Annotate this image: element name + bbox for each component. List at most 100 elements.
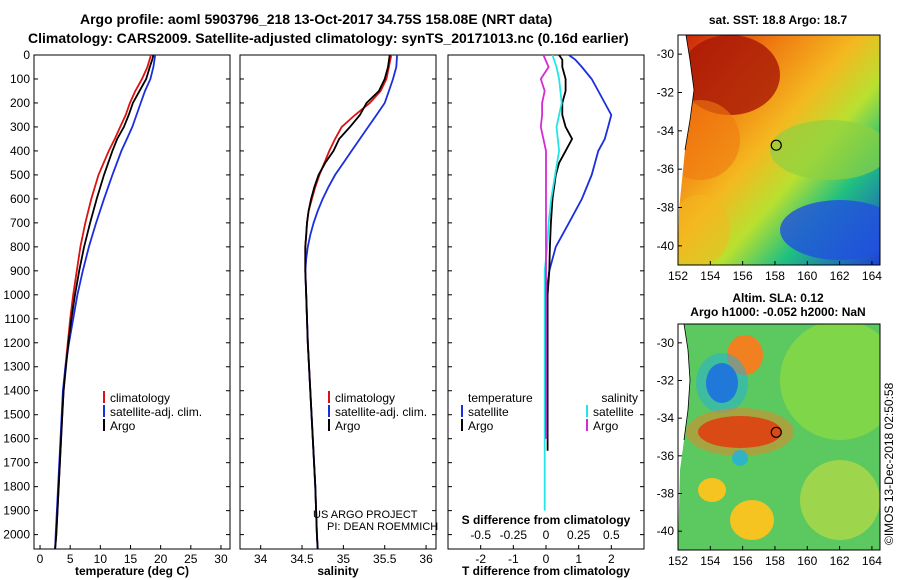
series-line-difference-salinity-argo bbox=[539, 54, 550, 439]
x-tick-label: 25 bbox=[184, 552, 198, 566]
y-tick-label: 400 bbox=[10, 144, 30, 158]
y-tick-label: 1600 bbox=[3, 432, 30, 446]
sst-map-axes: 152 154 156 158 160 162 164 -30 -32 -34 -36 -38 -40 bbox=[657, 47, 883, 283]
map-x-tick-label: 160 bbox=[797, 269, 817, 283]
y-tick-label: 600 bbox=[10, 192, 30, 206]
x-tick-label: 35.5 bbox=[373, 552, 397, 566]
x-tick-label: 36 bbox=[419, 552, 433, 566]
map-y-tick-label: -32 bbox=[657, 86, 675, 100]
sla-map-image bbox=[678, 324, 880, 550]
x-tick-label: 5 bbox=[67, 552, 74, 566]
s-x-tick-label: 0.25 bbox=[567, 528, 591, 542]
map-y-tick-label: -40 bbox=[657, 239, 675, 253]
imos-timestamp: ©IMOS 13-Dec-2018 02:50:58 bbox=[882, 382, 896, 545]
y-tick-label: 700 bbox=[10, 216, 30, 230]
legend-s-argo-label: Argo bbox=[593, 419, 619, 433]
y-tick-label: 1800 bbox=[3, 480, 30, 494]
y-tick-label: 900 bbox=[10, 264, 30, 278]
map-y-tick-label: -36 bbox=[657, 449, 675, 463]
sla-map-frame bbox=[677, 323, 881, 551]
difference-legend: temperature satellite Argo salinity sate… bbox=[461, 391, 638, 433]
difference-profile-plot: -2 -1 0 1 2 -0.5 -0.25 0 0.25 0.5 bbox=[448, 54, 644, 566]
map-x-tick-label: 164 bbox=[862, 554, 882, 568]
map-y-tick-label: -32 bbox=[657, 374, 675, 388]
salinity-profile-plot: 34 34.5 35 35.5 36 bbox=[240, 54, 436, 566]
x-tick-label: 20 bbox=[154, 552, 168, 566]
sst-map-frame bbox=[677, 34, 881, 266]
map-x-tick-label: 156 bbox=[733, 554, 753, 568]
temperature-axis-label: temperature (deg C) bbox=[75, 564, 189, 578]
sla-argo-location-marker bbox=[770, 426, 782, 438]
legend-satellite-label: satellite-adj. clim. bbox=[335, 405, 427, 419]
series-line-temperature-satellite-adj-clim- bbox=[54, 54, 157, 550]
series-line-temperature-climatology bbox=[54, 54, 152, 550]
x-tick-label: 15 bbox=[124, 552, 138, 566]
sla-map-subtitle: Argo h1000: -0.052 h2000: NaN bbox=[690, 305, 865, 319]
y-tick-label: 300 bbox=[10, 120, 30, 134]
temperature-legend: climatology satellite-adj. clim. Argo bbox=[103, 391, 202, 433]
map-x-tick-label: 158 bbox=[765, 269, 785, 283]
y-tick-label: 1400 bbox=[3, 384, 30, 398]
x-tick-label: 1 bbox=[575, 552, 582, 566]
sla-map-axes: 152 154 156 158 160 162 164 -30 -32 -34 -36 -38 -40 bbox=[657, 336, 883, 568]
map-y-tick-label: -38 bbox=[657, 201, 675, 215]
salinity-legend: climatology satellite-adj. clim. Argo bbox=[328, 391, 427, 433]
legend-argo-label: Argo bbox=[335, 419, 361, 433]
s-x-tick-label: -0.25 bbox=[500, 528, 528, 542]
x-tick-label: -2 bbox=[475, 552, 486, 566]
sst-argo-location-marker bbox=[770, 139, 782, 151]
x-tick-label: 2 bbox=[608, 552, 615, 566]
temperature-profile-plot: 0100200300400500600700800900100011001200… bbox=[3, 48, 230, 566]
y-tick-label: 200 bbox=[10, 96, 30, 110]
figure-title-line2: Climatology: CARS2009. Satellite-adjuste… bbox=[28, 30, 629, 46]
series-line-temperature-argo bbox=[54, 54, 155, 550]
temperature-panel-frame bbox=[33, 54, 231, 550]
map-x-tick-label: 156 bbox=[733, 269, 753, 283]
credit-project: US ARGO PROJECT bbox=[313, 509, 418, 521]
map-y-tick-label: -34 bbox=[657, 411, 675, 425]
legend-satellite-label: satellite-adj. clim. bbox=[110, 405, 202, 419]
legend-climatology-label: climatology bbox=[110, 391, 170, 405]
y-tick-label: 1700 bbox=[3, 456, 30, 470]
map-y-tick-label: -30 bbox=[657, 336, 675, 350]
map-x-tick-label: 160 bbox=[797, 554, 817, 568]
sst-map-image bbox=[678, 35, 880, 265]
x-tick-label: 10 bbox=[94, 552, 108, 566]
map-y-tick-label: -36 bbox=[657, 162, 675, 176]
map-y-tick-label: -38 bbox=[657, 487, 675, 501]
map-y-tick-label: -34 bbox=[657, 124, 675, 138]
map-x-tick-label: 158 bbox=[765, 554, 785, 568]
legend-t-satellite-label: satellite bbox=[468, 405, 509, 419]
salinity-panel-frame bbox=[239, 54, 437, 550]
y-tick-label: 1100 bbox=[4, 312, 30, 326]
map-x-tick-label: 154 bbox=[700, 554, 720, 568]
legend-s-satellite-label: satellite bbox=[593, 405, 634, 419]
x-tick-label: 35 bbox=[337, 552, 351, 566]
map-x-tick-label: 162 bbox=[830, 554, 850, 568]
x-tick-label: 34 bbox=[254, 552, 268, 566]
sst-map-title: sat. SST: 18.8 Argo: 18.7 bbox=[709, 13, 848, 27]
map-x-tick-label: 152 bbox=[668, 269, 688, 283]
s-difference-axis-label: S difference from climatology bbox=[462, 513, 631, 527]
y-tick-label: 100 bbox=[10, 72, 30, 86]
t-difference-axis-label: T difference from climatology bbox=[462, 564, 630, 578]
series-line-salinity-argo bbox=[304, 54, 391, 550]
sla-map-title: Altim. SLA: 0.12 bbox=[732, 291, 824, 305]
x-tick-label: -1 bbox=[508, 552, 519, 566]
y-tick-label: 1500 bbox=[3, 408, 30, 422]
y-tick-label: 500 bbox=[10, 168, 30, 182]
x-tick-label: 30 bbox=[214, 552, 228, 566]
map-x-tick-label: 152 bbox=[668, 554, 688, 568]
credit-pi: PI: DEAN ROEMMICH bbox=[327, 521, 438, 533]
y-tick-label: 1300 bbox=[3, 360, 30, 374]
y-tick-label: 800 bbox=[10, 240, 30, 254]
y-tick-label: 2000 bbox=[3, 528, 30, 542]
x-tick-label: 0 bbox=[543, 552, 550, 566]
map-y-tick-label: -30 bbox=[657, 47, 675, 61]
series-line-difference-temperature-satellite bbox=[545, 54, 613, 439]
legend-argo-label: Argo bbox=[110, 419, 136, 433]
legend-t-argo-label: Argo bbox=[468, 419, 494, 433]
s-x-tick-label: 0 bbox=[543, 528, 550, 542]
x-tick-label: 0 bbox=[37, 552, 44, 566]
